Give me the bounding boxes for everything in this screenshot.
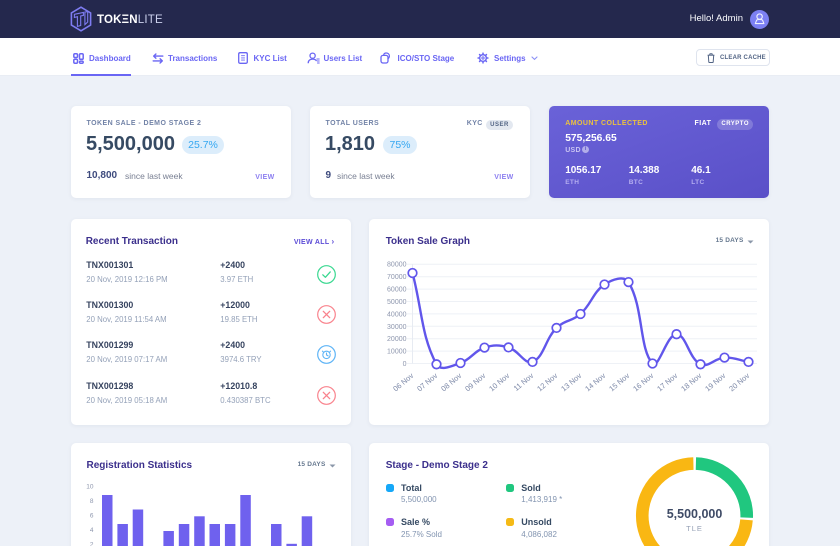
svg-text:14 Nov: 14 Nov <box>583 371 607 393</box>
svg-text:50000: 50000 <box>387 299 407 306</box>
svg-text:80000: 80000 <box>387 262 407 269</box>
svg-text:6: 6 <box>90 512 94 519</box>
svg-text:11 Nov: 11 Nov <box>512 371 536 393</box>
svg-text:16 Nov: 16 Nov <box>631 371 655 393</box>
svg-text:20 Nov: 20 Nov <box>727 371 751 393</box>
svg-text:4: 4 <box>90 527 94 534</box>
svg-text:2: 2 <box>90 541 94 546</box>
svg-text:5,500,000: 5,500,000 <box>667 507 723 521</box>
svg-text:10: 10 <box>86 483 94 490</box>
svg-text:60000: 60000 <box>387 287 407 294</box>
svg-text:15 Nov: 15 Nov <box>607 371 631 393</box>
svg-text:40000: 40000 <box>387 311 407 318</box>
svg-text:08 Nov: 08 Nov <box>439 371 463 393</box>
svg-text:17 Nov: 17 Nov <box>655 371 679 393</box>
svg-text:0: 0 <box>403 361 407 368</box>
svg-text:8: 8 <box>90 498 94 505</box>
svg-text:06 Nov: 06 Nov <box>391 371 415 393</box>
svg-text:30000: 30000 <box>387 324 407 331</box>
svg-text:10000: 10000 <box>387 349 407 356</box>
svg-text:20000: 20000 <box>387 336 407 343</box>
svg-text:18 Nov: 18 Nov <box>679 371 703 393</box>
svg-text:12 Nov: 12 Nov <box>535 371 559 393</box>
svg-text:10 Nov: 10 Nov <box>487 371 511 393</box>
svg-text:07 Nov: 07 Nov <box>415 371 439 393</box>
svg-text:70000: 70000 <box>387 274 407 281</box>
svg-text:19 Nov: 19 Nov <box>703 371 727 393</box>
svg-text:TLE: TLE <box>686 524 703 533</box>
svg-text:09 Nov: 09 Nov <box>463 371 487 393</box>
svg-text:13 Nov: 13 Nov <box>559 371 583 393</box>
